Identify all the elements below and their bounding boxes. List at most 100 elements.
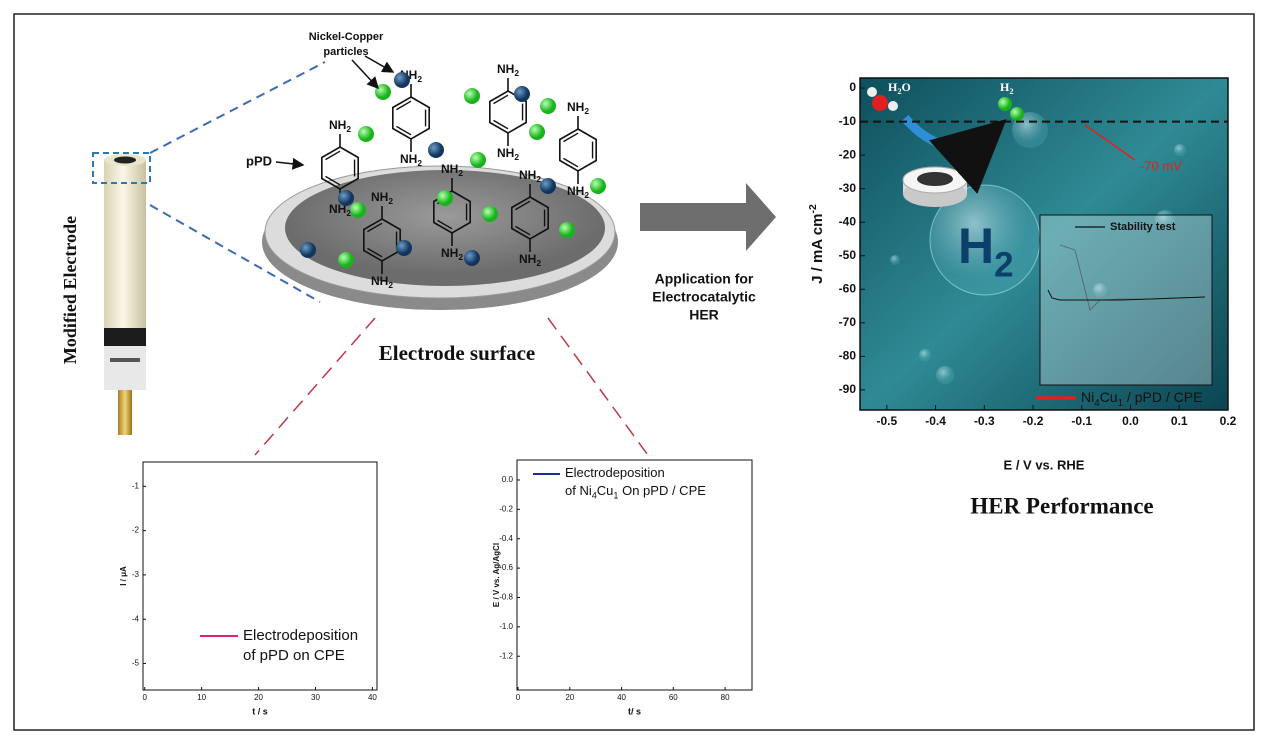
x-tick-label: 20 xyxy=(254,693,263,702)
plot-frame xyxy=(516,459,753,691)
cu-particle xyxy=(300,242,316,258)
text-part: NH xyxy=(497,62,514,76)
her-art xyxy=(867,87,1206,384)
ppd-label: pPD xyxy=(246,153,272,168)
text-part: 4 xyxy=(1094,397,1100,408)
pointer xyxy=(275,157,305,170)
text-part: 4 xyxy=(592,491,597,501)
text-part: NH xyxy=(497,146,514,160)
text-part: Cu xyxy=(1100,389,1118,405)
electrode xyxy=(104,154,146,435)
text-part: J / mA cm xyxy=(809,214,826,284)
y-tick-label: -2 xyxy=(132,526,140,535)
x-tick-label: 0.2 xyxy=(1220,414,1237,428)
double-bond xyxy=(325,150,341,161)
y-tick-label: -1.2 xyxy=(499,651,513,660)
inset-legend: Stability test xyxy=(1110,221,1176,233)
text-part: NH xyxy=(371,274,388,288)
cu-particle xyxy=(394,72,410,88)
y-tick-label: -60 xyxy=(839,281,857,295)
x-tick-label: 0.1 xyxy=(1171,414,1188,428)
y-axis-label: E / V vs. Ag/AgCl xyxy=(492,543,501,607)
text-part: H xyxy=(958,218,994,274)
y-tick-label: -5 xyxy=(132,659,140,668)
text-part: 2 xyxy=(536,258,541,268)
bubble-label: H2 xyxy=(958,218,1014,285)
text-part: Electrodeposition xyxy=(565,465,665,480)
text-part: Ni xyxy=(1081,389,1094,405)
text-part: 2 xyxy=(458,168,463,178)
amine-label: NH2 xyxy=(329,118,351,134)
y-tick-label: -30 xyxy=(839,181,857,195)
amine-label: NH2 xyxy=(567,184,589,200)
text-part: 1 xyxy=(613,491,618,501)
x-tick-label: 40 xyxy=(368,693,377,702)
text-part: NH xyxy=(519,168,536,182)
y-tick-label: -0.6 xyxy=(499,563,513,572)
benzene-ring xyxy=(392,96,430,140)
y-axis-label: I / μA xyxy=(119,566,128,586)
x-axis-label: t/ s xyxy=(628,706,641,716)
arrow-label: Application for xyxy=(655,271,754,287)
ni-particle xyxy=(559,222,575,238)
inset xyxy=(1039,214,1213,386)
x-tick-label: 0.0 xyxy=(1122,414,1139,428)
x-axis-label: E / V vs. RHE xyxy=(1004,457,1085,472)
ni-particle xyxy=(437,190,453,206)
y-tick-label: -90 xyxy=(839,382,857,396)
plot-frame xyxy=(142,461,378,691)
text-part: H xyxy=(1000,80,1010,94)
amine-label: NH2 xyxy=(519,168,541,184)
molecule-label: H2O xyxy=(888,80,911,96)
ni-particle xyxy=(338,252,354,268)
arrow-label: HER xyxy=(689,307,719,323)
y-tick-label: -1.0 xyxy=(499,622,513,631)
legend-label: of Ni4Cu1 On pPD / CPE xyxy=(565,483,706,501)
amine-label: NH2 xyxy=(371,190,393,206)
electrode-label: Modified Electrode xyxy=(60,216,80,364)
zoom-line xyxy=(149,204,321,303)
y-tick-label: -70 xyxy=(839,315,857,329)
amine-label: NH2 xyxy=(567,100,589,116)
ni-particle xyxy=(529,124,545,140)
y-tick-label: -20 xyxy=(839,147,857,161)
text-part: O xyxy=(902,80,911,94)
y-tick-label: -50 xyxy=(839,248,857,262)
double-bond xyxy=(515,200,531,211)
text-part: 2 xyxy=(897,87,901,96)
double-bond xyxy=(563,132,579,143)
pointer xyxy=(351,59,380,90)
text-part: 2 xyxy=(458,252,463,262)
amine-label: NH2 xyxy=(497,62,519,78)
text-part: of pPD on CPE xyxy=(243,647,345,664)
text-part: 2 xyxy=(388,196,393,206)
data-line xyxy=(518,539,751,660)
pointer xyxy=(364,55,395,73)
zoom-line xyxy=(149,61,326,154)
text-part: NH xyxy=(441,162,458,176)
text-part: 2 xyxy=(584,106,589,116)
x-tick-label: 0 xyxy=(142,693,147,702)
text-part: Cu xyxy=(597,483,614,498)
double-bond xyxy=(493,94,509,105)
x-axis-label: t / s xyxy=(252,706,268,716)
link-line xyxy=(547,317,651,459)
x-tick-label: 60 xyxy=(669,693,678,702)
text-part: 2 xyxy=(346,208,351,218)
annotation: -70 mV xyxy=(1140,158,1182,173)
text-part: -2 xyxy=(807,204,819,213)
legend-label: Electrodeposition xyxy=(565,465,665,480)
text-part: 2 xyxy=(514,152,519,162)
x-tick-label: -0.1 xyxy=(1071,414,1092,428)
particles-label: Nickel-Copper xyxy=(309,31,384,43)
x-tick-label: -0.5 xyxy=(876,414,897,428)
series-clip xyxy=(518,539,751,660)
x-tick-label: -0.4 xyxy=(925,414,946,428)
x-tick-label: -0.3 xyxy=(974,414,995,428)
text-part: NH xyxy=(567,100,584,114)
plot-frame xyxy=(859,77,1229,411)
text-part: 1 xyxy=(1118,397,1123,408)
